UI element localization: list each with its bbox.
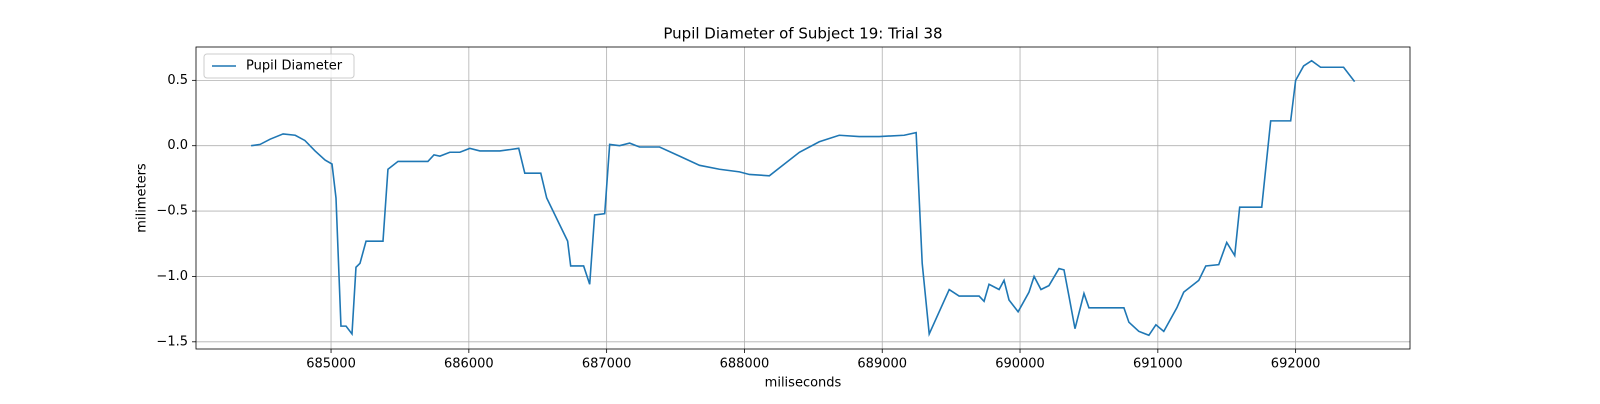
x-tick-label: 692000 (1271, 357, 1321, 372)
x-tick-label: 685000 (306, 357, 356, 372)
x-tick-label: 690000 (995, 357, 1045, 372)
y-tick-label: −1.0 (156, 269, 188, 284)
legend-box (203, 53, 355, 79)
axes-frame (195, 46, 1411, 350)
legend-label: Pupil Diameter (246, 59, 343, 74)
y-tick-label: 0.0 (167, 138, 188, 153)
data-line (251, 59, 1356, 338)
x-tick-label: 688000 (720, 357, 770, 372)
y-tick-label: −1.5 (156, 334, 188, 349)
x-axis-label: miliseconds (765, 376, 842, 391)
y-tick-label: −0.5 (156, 204, 188, 219)
x-tick-label: 689000 (857, 357, 907, 372)
x-tick-label: 691000 (1133, 357, 1183, 372)
x-tick-label: 687000 (582, 357, 632, 372)
chart-title: Pupil Diameter of Subject 19: Trial 38 (663, 25, 942, 43)
x-tick-label: 686000 (444, 357, 494, 372)
y-axis-label: milimeters (135, 163, 150, 233)
y-tick-label: 0.5 (167, 73, 188, 88)
